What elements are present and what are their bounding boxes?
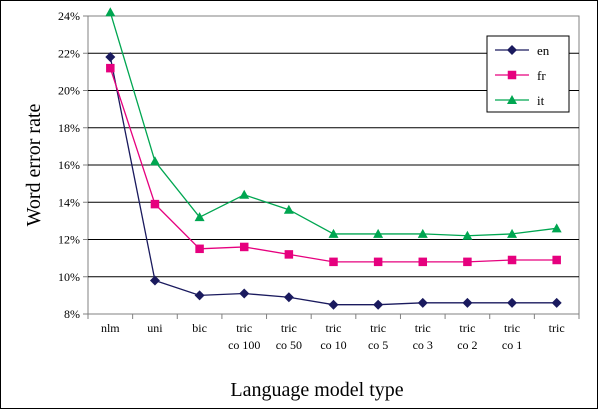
data-point-diamond (507, 297, 518, 308)
y-tick-label: 10% (58, 270, 80, 284)
data-point-square (463, 257, 472, 267)
y-tick-label: 12% (58, 233, 80, 247)
x-tick-label: tric (459, 321, 475, 335)
data-point-triangle (239, 189, 250, 199)
data-point-square (284, 250, 294, 259)
legend-label: fr (537, 68, 546, 83)
data-point-triangle (194, 212, 205, 222)
data-point-diamond (328, 299, 339, 310)
data-point-diamond (239, 288, 250, 299)
legend: en fr it (486, 35, 570, 113)
data-point-square (507, 255, 517, 265)
x-axis-ticks: nlm uni bic tric co 100 tric co 50 tric co 10 tri… (87, 314, 580, 352)
y-tick-label: 22% (58, 46, 80, 60)
legend-label: it (537, 93, 545, 108)
data-point-square (150, 199, 160, 209)
legend-item: en (495, 43, 550, 58)
series-it (105, 7, 562, 240)
gridlines (88, 52, 579, 278)
data-point-square (106, 63, 115, 73)
data-point-diamond (417, 297, 428, 308)
data-point-diamond (507, 45, 517, 55)
y-tick-label: 16% (58, 158, 80, 172)
x-tick-label: tric (504, 321, 520, 335)
data-point-triangle (373, 228, 384, 238)
y-tick-label: 14% (58, 195, 80, 209)
data-point-diamond (105, 51, 116, 62)
data-point-triangle (507, 228, 518, 238)
data-point-diamond (149, 275, 160, 286)
x-axis-title: Language model type (230, 379, 403, 401)
data-point-square (195, 244, 204, 254)
series-fr (106, 63, 561, 267)
y-tick-label: 20% (58, 84, 80, 98)
data-point-triangle (105, 7, 116, 17)
x-tick-label: tric (236, 321, 252, 335)
data-point-diamond (373, 299, 384, 310)
data-point-triangle (551, 223, 562, 233)
data-point-diamond (462, 297, 473, 308)
y-tick-label: 24% (58, 9, 80, 23)
data-point-square (507, 70, 517, 80)
y-tick-label: 18% (58, 121, 80, 135)
x-tick-label: nlm (101, 321, 120, 335)
x-tick-label: tric (549, 321, 565, 335)
data-point-square (329, 257, 338, 267)
x-tick-label: uni (147, 321, 163, 335)
legend-box (486, 35, 570, 113)
legend-item: fr (495, 68, 546, 83)
x-tick-label: co 1 (502, 338, 522, 352)
data-point-triangle (328, 228, 339, 238)
data-point-square (418, 257, 428, 267)
legend-item: it (495, 93, 545, 108)
data-point-triangle (283, 204, 294, 214)
y-axis-ticks: 8% 10% 12% 14% 16% 18% 20% 22% 24% (58, 9, 88, 321)
y-tick-label: 8% (64, 307, 80, 321)
data-point-square (239, 242, 249, 252)
x-tick-label: bic (192, 321, 207, 335)
x-tick-label: co 2 (457, 338, 477, 352)
series-group (105, 7, 562, 310)
data-point-triangle (462, 230, 473, 240)
data-point-square (552, 255, 561, 265)
data-point-triangle (507, 95, 517, 104)
x-tick-label: tric (370, 321, 386, 335)
y-axis-title: Word error rate (23, 103, 45, 226)
x-tick-label: tric (281, 321, 297, 335)
x-tick-label: co 3 (413, 338, 433, 352)
x-tick-label: co 50 (276, 338, 302, 352)
data-point-diamond (194, 290, 205, 301)
data-point-triangle (149, 156, 160, 166)
x-tick-label: tric (326, 321, 342, 335)
x-tick-label: co 100 (228, 338, 260, 352)
data-point-square (373, 257, 383, 267)
data-point-diamond (551, 297, 562, 308)
legend-label: en (537, 43, 550, 58)
data-point-diamond (283, 292, 294, 303)
data-point-triangle (417, 228, 428, 238)
x-tick-label: co 10 (320, 338, 346, 352)
x-tick-label: tric (415, 321, 431, 335)
series-en (105, 51, 562, 310)
x-tick-label: co 5 (368, 338, 388, 352)
